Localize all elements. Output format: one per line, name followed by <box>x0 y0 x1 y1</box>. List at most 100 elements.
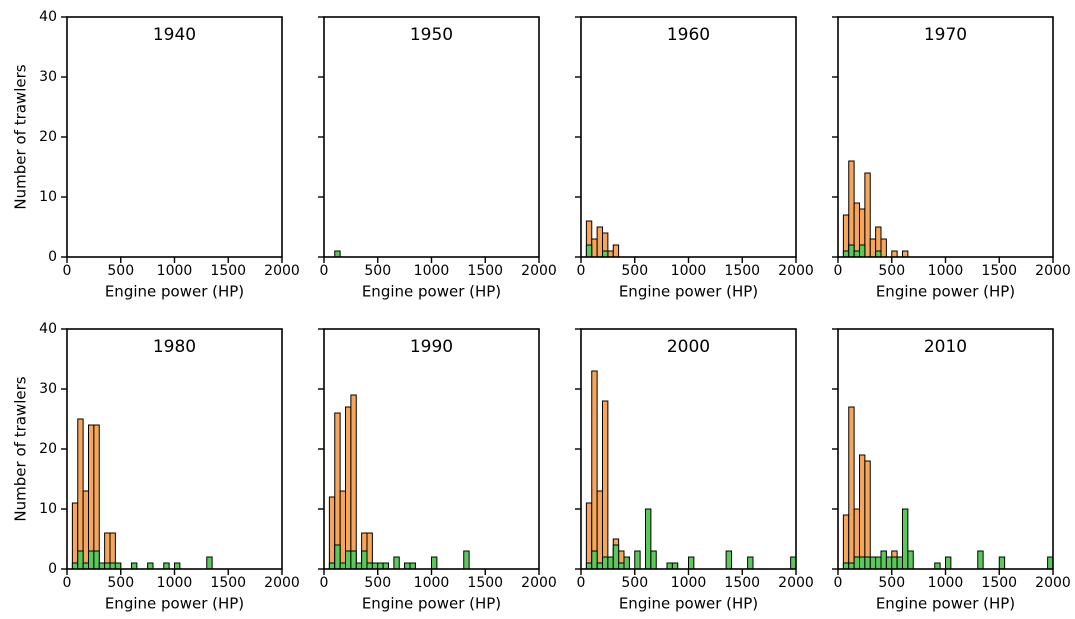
x-tick-label: 2000 <box>1035 575 1071 591</box>
y-tick-label: 40 <box>39 321 57 337</box>
histogram-bar <box>147 562 154 570</box>
histogram-bar <box>869 238 877 258</box>
x-tick-label: 500 <box>364 263 391 279</box>
x-tick-label: 0 <box>63 263 72 279</box>
histogram-bar <box>688 556 695 570</box>
x-tick-label: 1500 <box>981 263 1017 279</box>
histogram-bar <box>131 562 138 570</box>
x-tick-label: 1500 <box>467 575 503 591</box>
histogram-bar <box>77 418 84 570</box>
panel-title: 2010 <box>924 337 967 357</box>
x-axis-label: Engine power (HP) <box>876 283 1015 301</box>
x-tick-label: 1500 <box>724 575 760 591</box>
histogram-bar <box>334 544 341 570</box>
histogram-bar <box>596 490 603 570</box>
histogram-bar <box>612 544 620 570</box>
x-tick-label: 500 <box>621 575 648 591</box>
histogram-bar <box>109 562 116 570</box>
histogram-bar <box>848 406 855 570</box>
y-tick-label: 20 <box>39 129 57 145</box>
histogram-bar <box>875 556 882 570</box>
panel-title: 2000 <box>667 337 710 357</box>
histogram-bar <box>334 250 341 258</box>
x-tick-label: 1000 <box>414 263 450 279</box>
x-tick-label: 0 <box>834 263 843 279</box>
histogram-bar <box>361 550 368 570</box>
y-axis-label: Number of trawlers <box>12 376 30 521</box>
histogram-bar <box>880 550 887 570</box>
histogram-bar <box>864 556 871 570</box>
histogram-bar <box>596 226 603 258</box>
panel-title: 1970 <box>924 25 967 45</box>
histogram-bar <box>891 556 898 570</box>
histogram-bar <box>853 202 860 258</box>
histogram-bar <box>875 250 882 258</box>
histogram-bar <box>591 370 598 570</box>
x-tick-label: 2000 <box>264 263 300 279</box>
histogram-bar <box>902 250 909 258</box>
x-tick-label: 500 <box>107 575 134 591</box>
histogram-bar <box>977 550 984 570</box>
histogram-bar <box>366 562 373 570</box>
x-tick-label: 1000 <box>928 575 964 591</box>
panel-title: 1940 <box>153 25 196 45</box>
x-tick-label: 500 <box>107 263 134 279</box>
x-tick-label: 1000 <box>928 263 964 279</box>
histogram-bar <box>848 562 855 570</box>
axes-frame <box>66 16 283 258</box>
histogram-bar <box>907 550 914 570</box>
x-tick-label: 1000 <box>671 263 707 279</box>
histogram-bar <box>463 550 470 570</box>
histogram-bar <box>853 556 860 570</box>
y-tick-label: 0 <box>48 561 57 577</box>
histogram-bar <box>174 562 181 570</box>
histogram-bar <box>350 550 357 570</box>
histogram-bar <box>666 562 673 570</box>
histogram-bar <box>431 556 438 570</box>
histogram-bar <box>607 250 614 258</box>
x-tick-label: 500 <box>878 575 905 591</box>
histogram-bar <box>634 550 641 570</box>
histogram-bar <box>596 562 603 570</box>
x-tick-label: 0 <box>63 575 72 591</box>
x-tick-label: 500 <box>878 263 905 279</box>
x-tick-label: 1500 <box>210 575 246 591</box>
histogram-bar <box>725 550 732 570</box>
histogram-bar <box>1047 556 1054 570</box>
histogram-bar <box>998 556 1006 570</box>
histogram-bar <box>93 550 100 570</box>
histogram-bar <box>355 562 363 570</box>
histogram-bar <box>77 550 84 570</box>
histogram-bar <box>864 172 871 258</box>
panel-title: 1980 <box>153 337 196 357</box>
axes-frame <box>323 16 540 258</box>
histogram-bar <box>345 550 352 570</box>
histogram-bar <box>71 562 79 570</box>
histogram-bar <box>585 502 593 570</box>
histogram-bar <box>339 562 346 570</box>
histogram-bar <box>618 562 625 570</box>
histogram-bar <box>602 400 609 570</box>
histogram-bar <box>328 496 336 570</box>
histogram-bar <box>350 394 357 570</box>
histogram-bar <box>591 238 598 258</box>
x-tick-label: 1000 <box>414 575 450 591</box>
histogram-bar <box>602 250 609 258</box>
histogram-bar <box>71 502 79 570</box>
x-tick-label: 2000 <box>778 575 814 591</box>
x-tick-label: 0 <box>577 575 586 591</box>
histogram-bar <box>880 238 887 258</box>
x-tick-label: 2000 <box>1035 263 1071 279</box>
histogram-bar <box>885 556 893 570</box>
x-tick-label: 0 <box>577 263 586 279</box>
histogram-bar <box>585 562 593 570</box>
panel-title: 1950 <box>410 25 453 45</box>
histogram-bar <box>859 556 866 570</box>
y-tick-label: 20 <box>39 441 57 457</box>
histogram-bar <box>747 556 754 570</box>
histogram-bar <box>859 244 866 258</box>
x-tick-label: 2000 <box>264 575 300 591</box>
histogram-bar <box>790 556 797 570</box>
x-tick-label: 1500 <box>981 575 1017 591</box>
